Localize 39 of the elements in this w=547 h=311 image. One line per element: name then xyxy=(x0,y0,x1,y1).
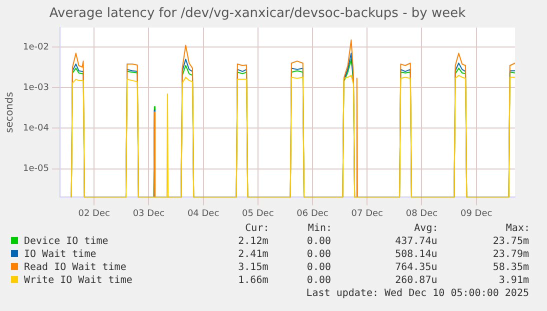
text: 1.66m xyxy=(237,274,270,287)
chart-title: Average latency for /dev/vg-xanxicar/devsoc-backups - by week xyxy=(49,6,466,22)
text: 508.14u xyxy=(394,248,438,261)
x-tick-label: 06 Dec xyxy=(296,208,328,219)
text: 0.00 xyxy=(306,274,332,287)
text: 260.87u xyxy=(394,274,438,287)
text: Min: xyxy=(306,222,332,235)
text: Max: xyxy=(504,222,530,235)
text: 764.35u xyxy=(394,261,438,274)
text: 0.00 xyxy=(306,261,332,274)
y-tick-label: 1e-03 xyxy=(22,82,49,93)
text: 23.79m xyxy=(492,248,530,261)
text: 437.74u xyxy=(394,235,438,248)
legend-label: Write IO Wait time xyxy=(23,274,134,287)
text: 58.35m xyxy=(492,261,530,274)
x-tick-label: 08 Dec xyxy=(406,208,438,219)
legend-label: IO Wait time xyxy=(23,248,98,261)
x-tick-label: 02 Dec xyxy=(78,208,110,219)
text: 2.41m xyxy=(237,248,270,261)
x-tick-label: 05 Dec xyxy=(242,208,274,219)
text: 3.91m xyxy=(498,274,530,287)
legend-label: Device IO time xyxy=(23,235,110,248)
text: Avg: xyxy=(413,222,438,235)
text: Cur: xyxy=(244,222,270,235)
x-tick-label: 03 Dec xyxy=(132,208,165,219)
text: 2.12m xyxy=(237,235,270,248)
text: 0.00 xyxy=(306,235,332,248)
text: 23.75m xyxy=(492,235,530,248)
y-tick-label: 1e-02 xyxy=(22,42,49,52)
x-tick-label: 07 Dec xyxy=(351,208,384,219)
text: 0.00 xyxy=(306,248,332,261)
legend-label: Read IO Wait time xyxy=(23,261,128,274)
y-axis-title: seconds xyxy=(4,92,16,133)
text: 3.15m xyxy=(237,261,270,274)
x-tick-label: 09 Dec xyxy=(460,208,492,219)
y-tick-label: 1e-05 xyxy=(22,164,49,174)
x-tick-label: 04 Dec xyxy=(187,208,220,219)
y-tick-label: 1e-04 xyxy=(22,124,50,134)
text: Last update: Wed Dec 10 05:00:00 2025 xyxy=(305,287,530,300)
